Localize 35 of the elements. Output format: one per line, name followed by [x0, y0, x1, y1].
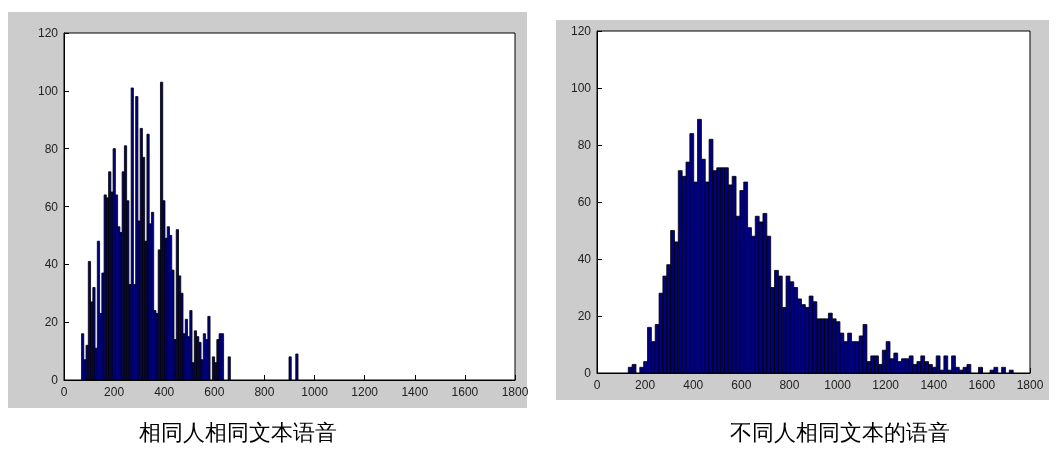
x-tick-label: 1200 — [351, 385, 379, 399]
x-tick-label: 200 — [104, 385, 125, 399]
y-tick-label: 20 — [44, 315, 59, 330]
x-tick-label: 1400 — [920, 378, 948, 392]
y-tick-label: 20 — [577, 309, 592, 323]
y-tick-label: 80 — [577, 138, 592, 152]
y-tick-label: 120 — [570, 24, 592, 38]
y-tick-label: 40 — [44, 257, 59, 272]
y-tick-label: 100 — [570, 81, 592, 95]
y-tick-label: 60 — [577, 195, 592, 209]
y-tick-label: 120 — [37, 26, 59, 40]
y-tick-label: 60 — [44, 199, 59, 214]
x-tick-label: 1600 — [451, 385, 479, 399]
text: 不同人相同文本的语音 — [730, 419, 950, 445]
y-tick-label: 0 — [584, 366, 592, 380]
y-tick-label: 100 — [37, 83, 59, 98]
x-tick-label: 600 — [204, 385, 225, 399]
x-tick-label: 800 — [779, 378, 800, 392]
x-tick-label: 800 — [254, 385, 275, 399]
x-tick-label: 1800 — [501, 385, 529, 399]
y-tick-label: 40 — [577, 252, 592, 266]
x-tick-label: 1800 — [1016, 378, 1044, 392]
x-tick-label: 1600 — [968, 378, 996, 392]
x-tick-label: 400 — [683, 378, 704, 392]
x-tick-label: 400 — [154, 385, 175, 399]
x-tick-label: 1000 — [301, 385, 329, 399]
x-tick-label: 0 — [593, 378, 601, 392]
x-tick-label: 200 — [635, 378, 656, 392]
x-tick-label: 0 — [60, 385, 68, 399]
y-tick-label: 80 — [44, 141, 59, 156]
x-tick-label: 600 — [731, 378, 752, 392]
x-tick-label: 1000 — [824, 378, 852, 392]
x-tick-label: 1400 — [401, 385, 429, 399]
text: 相同人相同文本语音 — [139, 419, 337, 445]
x-tick-label: 1200 — [872, 378, 900, 392]
